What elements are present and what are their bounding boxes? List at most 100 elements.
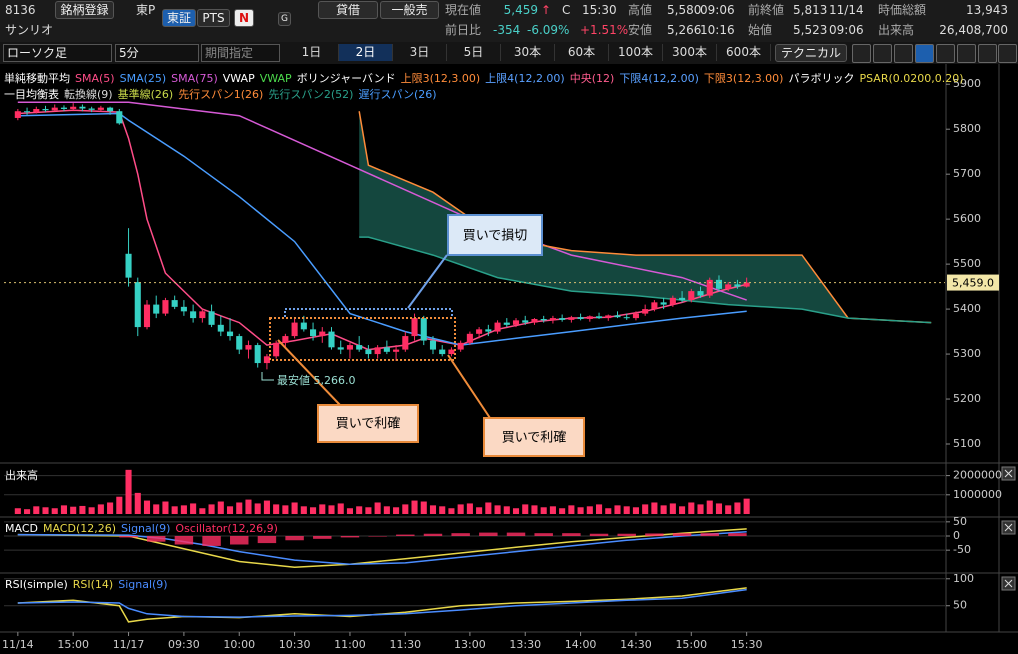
volume-bar: [448, 508, 455, 514]
candle-body: [586, 316, 593, 319]
range-button[interactable]: 300本: [663, 44, 717, 61]
volume-bar: [300, 506, 307, 514]
volume-bar: [485, 502, 492, 514]
y-tick-label: 5300: [953, 347, 981, 360]
icon[interactable]: [957, 44, 976, 63]
range-button[interactable]: 60本: [555, 44, 609, 61]
icon[interactable]: [978, 44, 997, 63]
legend-entry: パラボリック: [788, 72, 855, 85]
interval-select[interactable]: 5分: [115, 44, 199, 62]
label: 前終値: [748, 3, 785, 17]
volume-bar: [531, 505, 538, 514]
volume-bar: [540, 507, 547, 514]
candle-body: [97, 107, 104, 110]
register-button[interactable]: 銘柄登録: [55, 1, 114, 19]
volume-bar: [226, 506, 234, 514]
volume-bar: [171, 506, 178, 514]
g-icon[interactable]: G: [278, 12, 291, 26]
candle-body: [697, 291, 704, 296]
volume-bar: [679, 506, 686, 514]
oscillator-bar: [672, 533, 692, 536]
volume-bar: [190, 503, 197, 514]
oscillator-bar: [700, 533, 719, 536]
exchange-button[interactable]: 東証: [162, 9, 196, 27]
technical-button[interactable]: テクニカル: [775, 44, 847, 62]
icon[interactable]: [915, 44, 934, 63]
range-button[interactable]: 600本: [717, 44, 771, 61]
icon[interactable]: [998, 44, 1017, 63]
volume-bar: [595, 504, 603, 514]
range-button[interactable]: 5日: [447, 44, 501, 61]
candle-body: [208, 311, 215, 325]
volume-bar: [337, 503, 344, 514]
market: 東P: [136, 3, 156, 17]
low-label: 最安値 5,266.0: [277, 374, 355, 387]
panel-title: MACD: [5, 522, 38, 535]
volume-bar: [60, 505, 68, 514]
oscillator-bar: [202, 536, 221, 546]
volume-bar: [393, 507, 400, 514]
volume-bar: [706, 500, 713, 514]
volume-bar: [328, 505, 335, 514]
candle-body: [60, 107, 68, 109]
candle-body: [734, 284, 741, 287]
date: 11/14: [829, 3, 864, 17]
period-select[interactable]: 期間指定: [201, 44, 280, 62]
volume-bar: [134, 492, 141, 514]
icon[interactable]: [852, 44, 871, 63]
candle-body: [107, 107, 114, 112]
x-tick-label: 10:30: [279, 638, 311, 651]
candle-body: [217, 324, 224, 332]
legend-entry: 先行スパン2(52): [268, 88, 354, 101]
volume-bar: [503, 506, 510, 514]
legend: 単純移動平均 SMA(5) SMA(25) SMA(75) VWAP VWAP ボリンジャー…: [4, 70, 969, 86]
general-button[interactable]: 一般売: [380, 1, 439, 19]
oscillator-bar: [340, 536, 360, 538]
candle-body: [171, 300, 178, 307]
candle-body: [374, 347, 381, 355]
icon[interactable]: [873, 44, 892, 63]
icon[interactable]: [936, 44, 955, 63]
volume-bar: [549, 506, 556, 514]
candle-body: [125, 253, 132, 278]
candle-body: [457, 342, 464, 350]
value: 5,813: [793, 3, 828, 17]
line: [17, 588, 747, 618]
candle-body: [143, 304, 151, 328]
range-button[interactable]: 3日: [393, 44, 447, 61]
panel-title: MACD MACD(12,26) Signal(9) Oscillator(12,26…: [5, 522, 278, 535]
profit-zone: [269, 317, 456, 361]
range-button[interactable]: 2日: [339, 44, 393, 61]
label: 現在値: [445, 3, 482, 17]
candle-body: [79, 106, 86, 109]
range-button[interactable]: 1日: [285, 44, 339, 61]
n-icon[interactable]: N: [234, 9, 254, 27]
candle-body: [632, 313, 639, 319]
volume-bar: [586, 506, 593, 514]
volume-bar: [734, 502, 741, 514]
chart-type-select[interactable]: ローソク足: [3, 44, 112, 62]
candle-body: [245, 345, 252, 350]
range-button[interactable]: 30本: [501, 44, 555, 61]
volume-bar: [402, 504, 409, 514]
margin-button[interactable]: 貸借: [318, 1, 378, 19]
volume-bar: [236, 502, 243, 514]
range-button[interactable]: 100本: [609, 44, 663, 61]
callout: [317, 404, 419, 443]
close-icon: [1004, 469, 1013, 588]
time: 15:30: [582, 3, 617, 17]
candle-body: [88, 108, 95, 110]
icon[interactable]: [894, 44, 913, 63]
quote-header: 8136 銘柄登録 東P 東証 PTS N G サンリオ 貸借 一般売 現在値 …: [0, 0, 1018, 42]
candle-body: [263, 356, 270, 364]
volume-bar: [116, 496, 123, 514]
volume-bar: [217, 501, 224, 514]
candle-body: [715, 279, 723, 289]
candle-body: [439, 349, 446, 355]
legend-entry: VWAP: [222, 72, 255, 85]
y-tick-label: 2000000: [953, 469, 1002, 482]
legend-entry: 下限4(12,2.00): [619, 72, 699, 85]
legend-entry: 転換線(9): [64, 88, 113, 101]
volume-bar: [568, 505, 575, 514]
pts-button[interactable]: PTS: [197, 9, 230, 27]
